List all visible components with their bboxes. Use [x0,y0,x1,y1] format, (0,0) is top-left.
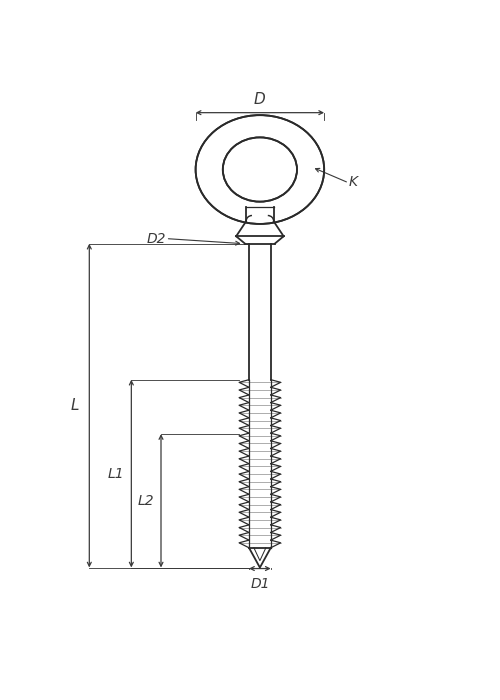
Text: D1: D1 [250,578,270,592]
Text: D2: D2 [146,232,166,246]
Text: L: L [70,398,78,413]
Text: D: D [254,92,266,106]
Text: K: K [349,175,358,189]
Ellipse shape [196,115,324,224]
Text: L1: L1 [107,467,124,481]
Ellipse shape [223,137,297,202]
Text: L2: L2 [138,494,154,508]
